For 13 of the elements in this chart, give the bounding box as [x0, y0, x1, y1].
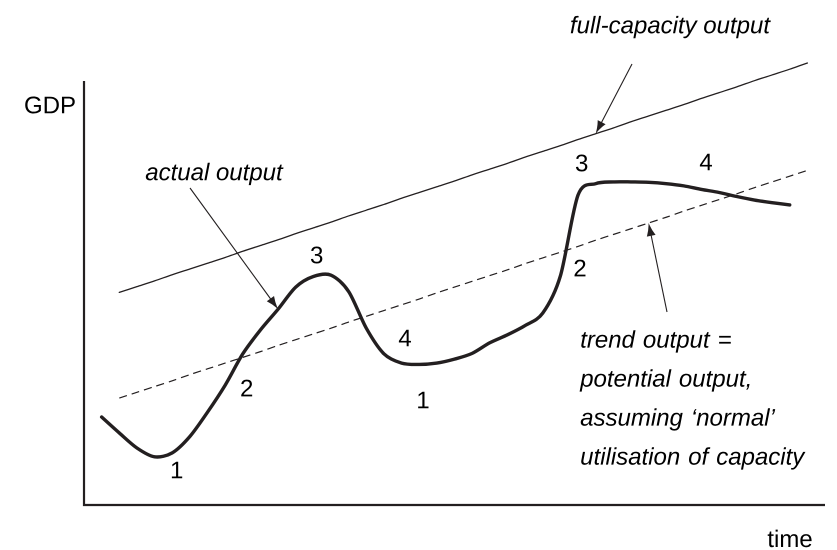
annotation: 4	[398, 330, 411, 346]
annotation: 1	[172, 462, 182, 478]
annotation: actual output	[146, 162, 284, 186]
text: full-capacity output	[570, 16, 771, 38]
annotation: 3	[576, 154, 588, 172]
annotation: 4	[700, 154, 712, 170]
y-axis-title: GDP	[25, 96, 75, 114]
annotation: 2	[241, 380, 252, 396]
annotation: 2	[574, 260, 586, 276]
annotation: trend output = potential output, assuming ‘normal’ utilisation of capacity	[580, 330, 806, 470]
annotation: 3	[310, 246, 322, 264]
x-axis-title: time	[768, 530, 812, 548]
annotation: 1	[418, 392, 429, 408]
